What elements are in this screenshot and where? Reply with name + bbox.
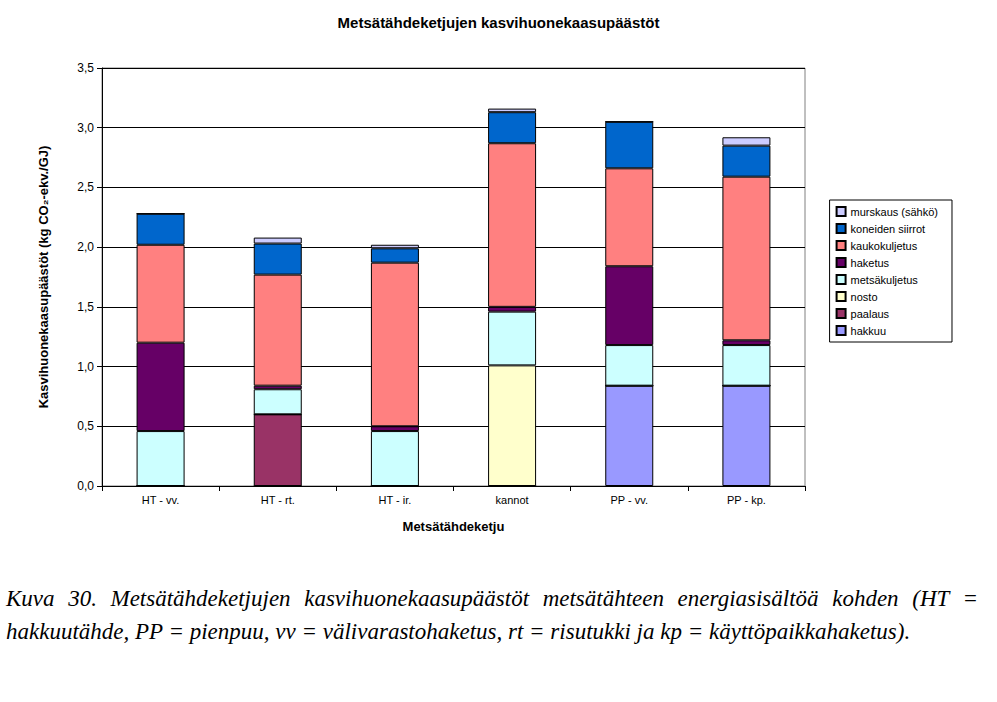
svg-text:haketus: haketus — [851, 257, 890, 269]
svg-text:nosto: nosto — [851, 291, 878, 303]
svg-text:hakkuu: hakkuu — [851, 325, 886, 337]
svg-text:HT - rt.: HT - rt. — [261, 494, 295, 506]
svg-text:koneiden siirrot: koneiden siirrot — [851, 223, 926, 235]
svg-text:metsäkuljetus: metsäkuljetus — [851, 274, 919, 286]
svg-text:kaukokuljetus: kaukokuljetus — [851, 240, 918, 252]
svg-text:3,0: 3,0 — [77, 121, 94, 135]
svg-text:0,5: 0,5 — [77, 419, 94, 433]
html-text:Kuva 30. Metsätähdeketjujen ka: Kuva 30. Metsätähdeketjujen kasvihuoneka… — [6, 586, 978, 644]
svg-text:2,5: 2,5 — [77, 180, 94, 194]
svg-text:1,5: 1,5 — [77, 300, 94, 314]
svg-text:Metsätähdeketju: Metsätähdeketju — [403, 519, 505, 534]
svg-text:1,0: 1,0 — [77, 360, 94, 374]
svg-text:PP - vv.: PP - vv. — [611, 494, 649, 506]
svg-text:HT - vv.: HT - vv. — [142, 494, 179, 506]
svg-text:HT - ir.: HT - ir. — [379, 494, 412, 506]
svg-text:murskaus (sähkö): murskaus (sähkö) — [851, 206, 938, 218]
svg-text:0,0: 0,0 — [77, 479, 94, 493]
svg-text:Metsätähdeketjujen kasvihuonek: Metsätähdeketjujen kasvihuonekaasupäästö… — [338, 14, 660, 31]
svg-text:paalaus: paalaus — [851, 308, 890, 320]
svg-text:2,0: 2,0 — [77, 240, 94, 254]
svg-text:Kasvihuonekaasupäästöt (kg CO₂: Kasvihuonekaasupäästöt (kg CO₂-ekv./GJ) — [36, 146, 51, 409]
svg-text:PP - kp.: PP - kp. — [727, 494, 766, 506]
svg-text:3,5: 3,5 — [77, 61, 94, 75]
svg-text:kannot: kannot — [496, 494, 529, 506]
